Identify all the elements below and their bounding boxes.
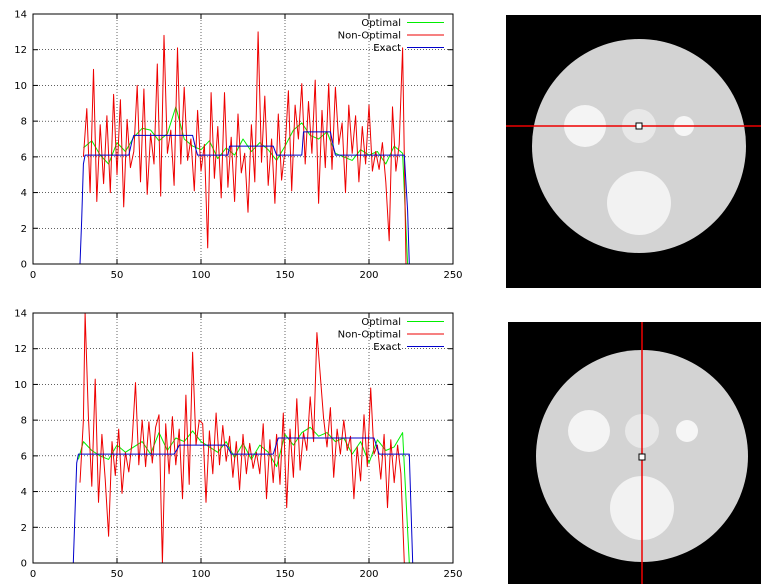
- y-tick-label: 6: [21, 152, 27, 163]
- y-tick-label: 4: [21, 188, 27, 199]
- y-tick-label: 12: [14, 344, 27, 355]
- y-tick-label: 6: [21, 451, 27, 462]
- legend-label: Non-Optimal: [338, 31, 401, 42]
- y-tick-label: 10: [14, 81, 27, 92]
- phantom-top-marker: [635, 122, 643, 130]
- series-line-optimal: [83, 106, 409, 265]
- top-line-chart: 0 50 100 150 200 250 0 2 4 6 8 10 12 14 Optimal Non-Opt…: [14, 10, 462, 282]
- plot-frame: [32, 13, 454, 265]
- legend-label: Optimal: [361, 18, 401, 29]
- y-tick-label: 10: [14, 380, 27, 391]
- y-tick-label: 2: [21, 224, 27, 235]
- y-tick-label: 2: [21, 523, 27, 534]
- x-tick-label: 200: [359, 569, 378, 580]
- y-tick-label: 14: [14, 10, 27, 21]
- x-tick-label: 250: [443, 270, 462, 281]
- y-tick-label: 8: [21, 117, 27, 128]
- y-tick-label: 0: [21, 260, 27, 271]
- bottom-line-chart: 0 50 100 150 200 250 0 2 4 6 8 10 12 14 Optimal Non-Opt…: [14, 309, 462, 581]
- x-tick-label: 0: [30, 569, 36, 580]
- x-tick-label: 50: [111, 569, 124, 580]
- x-tick-label: 100: [191, 270, 210, 281]
- y-tick-label: 0: [21, 559, 27, 570]
- y-tick-label: 14: [14, 309, 27, 320]
- phantom-image-bottom: [508, 322, 761, 584]
- phantom-bottom-insert-left: [568, 410, 610, 452]
- y-tick-label: 4: [21, 487, 27, 498]
- x-tick-label: 50: [111, 270, 124, 281]
- y-tick-label: 8: [21, 416, 27, 427]
- x-tick-label: 150: [275, 270, 294, 281]
- plot-frame: [32, 312, 454, 564]
- x-tick-label: 200: [359, 270, 378, 281]
- phantom-image-top: [506, 15, 761, 288]
- series-line-exact: [79, 131, 410, 265]
- phantom-top-disk: [532, 39, 746, 253]
- x-tick-label: 250: [443, 569, 462, 580]
- series-line-exact: [72, 437, 414, 564]
- legend-label: Optimal: [361, 317, 401, 328]
- legend-label: Non-Optimal: [338, 330, 401, 341]
- phantom-bottom-marker: [638, 453, 646, 461]
- x-tick-label: 150: [275, 569, 294, 580]
- x-tick-label: 100: [191, 569, 210, 580]
- series-line-non-optimal: [82, 31, 410, 265]
- x-tick-label: 0: [30, 270, 36, 281]
- legend-label: Exact: [373, 43, 401, 54]
- y-tick-label: 12: [14, 45, 27, 56]
- phantom-top-insert-bottom: [607, 171, 671, 235]
- phantom-bottom-insert-right: [676, 420, 698, 442]
- legend-label: Exact: [373, 342, 401, 353]
